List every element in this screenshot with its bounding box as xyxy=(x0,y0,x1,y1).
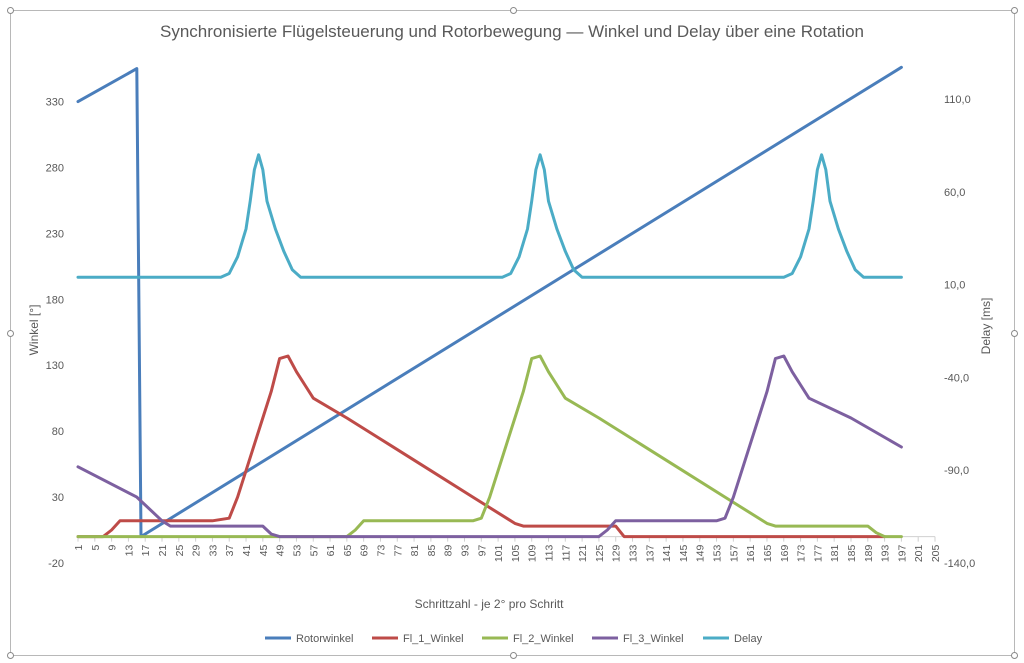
x-tick-label: 21 xyxy=(157,544,169,556)
resize-handle-top-right[interactable] xyxy=(1011,7,1018,14)
y-right-tick-label: 10,0 xyxy=(944,280,965,292)
series-line-fl-2-winkel xyxy=(76,354,903,539)
x-tick-label: 185 xyxy=(846,544,858,562)
x-tick-label: 13 xyxy=(123,544,135,556)
plot-area: -20 30 80 130 180 230 280 330 -140,0 -90,0 -40,0 10… xyxy=(46,65,975,570)
y-right-tick-label: -90,0 xyxy=(944,465,969,477)
y-left-tick-label: 280 xyxy=(46,162,64,174)
x-tick-label: 137 xyxy=(644,544,656,562)
x-tick-label: 61 xyxy=(325,544,337,556)
resize-handle-top[interactable] xyxy=(510,7,517,14)
chart-title: Synchronisierte Flügelsteuerung und Roto… xyxy=(160,22,864,41)
x-tick-label: 65 xyxy=(342,544,354,556)
x-tick-label: 133 xyxy=(628,544,640,562)
series-line-fl-3-winkel xyxy=(76,354,903,539)
x-tick-label: 117 xyxy=(560,544,572,561)
x-tick-label: 197 xyxy=(896,544,908,562)
x-tick-label: 193 xyxy=(880,544,892,562)
x-tick-label: 173 xyxy=(796,544,808,562)
y-axis-right-label: Delay [ms] xyxy=(979,298,993,355)
legend-label: Fl_1_Winkel xyxy=(403,633,464,645)
x-tick-label: 9 xyxy=(107,544,119,550)
x-tick-label: 33 xyxy=(207,544,219,556)
x-tick-label: 201 xyxy=(913,544,925,562)
x-tick-label: 45 xyxy=(258,544,270,556)
x-tick-label: 97 xyxy=(476,544,488,556)
x-tick-label: 57 xyxy=(308,544,320,556)
y-left-tick-label: 330 xyxy=(46,97,64,109)
y-left-tick-label: 230 xyxy=(46,228,64,240)
resize-handle-left[interactable] xyxy=(7,330,14,337)
x-tick-label: 129 xyxy=(611,544,623,562)
legend: Rotorwinkel Fl_1_Winkel Fl_2_Winkel Fl_3_Wi… xyxy=(265,633,763,645)
legend-label: Delay xyxy=(734,633,763,645)
x-tick-label: 149 xyxy=(695,544,707,562)
y-right-tick-label: -40,0 xyxy=(944,372,969,384)
y-axis-left-label: Winkel [°] xyxy=(27,305,41,356)
x-tick-label: 141 xyxy=(661,544,673,562)
y-left-tick-label: 30 xyxy=(52,492,64,504)
x-tick-label: 81 xyxy=(409,544,421,556)
legend-label: Rotorwinkel xyxy=(296,633,353,645)
x-tick-label: 169 xyxy=(779,544,791,562)
x-tick-label: 85 xyxy=(426,544,438,556)
x-tick-label: 77 xyxy=(392,544,404,556)
y-left-tick-label: -20 xyxy=(48,558,64,570)
x-tick-label: 53 xyxy=(291,544,303,556)
x-tick-label: 157 xyxy=(728,544,740,562)
x-tick-label: 41 xyxy=(241,544,253,556)
x-tick-label: 153 xyxy=(712,544,724,562)
resize-handle-top-left[interactable] xyxy=(7,7,14,14)
y-left-tick-label: 80 xyxy=(52,426,64,438)
x-tick-label: 25 xyxy=(174,544,186,556)
x-tick-label: 73 xyxy=(375,544,387,556)
x-tick-label: 145 xyxy=(678,544,690,562)
x-tick-label: 89 xyxy=(443,544,455,556)
x-tick-label: 177 xyxy=(812,544,824,562)
y-left-tick-label: 130 xyxy=(46,360,64,372)
x-tick-label: 113 xyxy=(544,544,556,561)
x-tick-label: 205 xyxy=(930,544,942,562)
x-tick-label: 1 xyxy=(73,544,85,550)
resize-handle-bottom[interactable] xyxy=(510,652,517,659)
x-tick-label: 181 xyxy=(829,544,841,562)
legend-label: Fl_2_Winkel xyxy=(513,633,574,645)
resize-handle-bottom-right[interactable] xyxy=(1011,652,1018,659)
y-left-tick-label: 180 xyxy=(46,294,64,306)
x-tick-label: 69 xyxy=(359,544,371,556)
x-axis-label: Schrittzahl - je 2° pro Schritt xyxy=(415,597,565,611)
x-tick-label: 37 xyxy=(224,544,236,556)
x-tick-label: 93 xyxy=(459,544,471,556)
x-tick-label: 5 xyxy=(90,544,102,550)
y-right-tick-label: 110,0 xyxy=(944,94,971,106)
x-tick-label: 109 xyxy=(527,544,539,562)
x-tick-label: 161 xyxy=(745,544,757,562)
series-line-fl-1-winkel xyxy=(76,354,887,539)
y-right-tick-label: 60,0 xyxy=(944,187,965,199)
resize-handle-bottom-left[interactable] xyxy=(7,652,14,659)
series-line-delay xyxy=(76,153,903,279)
x-tick-label: 189 xyxy=(863,544,875,562)
resize-handle-right[interactable] xyxy=(1011,330,1018,337)
x-tick-label: 17 xyxy=(140,544,152,556)
x-tick-label: 29 xyxy=(191,544,203,556)
x-tick-label: 121 xyxy=(577,544,589,562)
y-right-tick-label: -140,0 xyxy=(944,558,975,570)
x-tick-label: 101 xyxy=(493,544,505,562)
series-line-rotorwinkel xyxy=(76,65,903,539)
x-tick-label: 125 xyxy=(594,544,606,562)
legend-label: Fl_3_Winkel xyxy=(623,633,684,645)
x-tick-label: 165 xyxy=(762,544,774,562)
x-tick-label: 105 xyxy=(510,544,522,562)
x-tick-label: 49 xyxy=(275,544,287,556)
chart-frame[interactable] xyxy=(7,7,1018,659)
